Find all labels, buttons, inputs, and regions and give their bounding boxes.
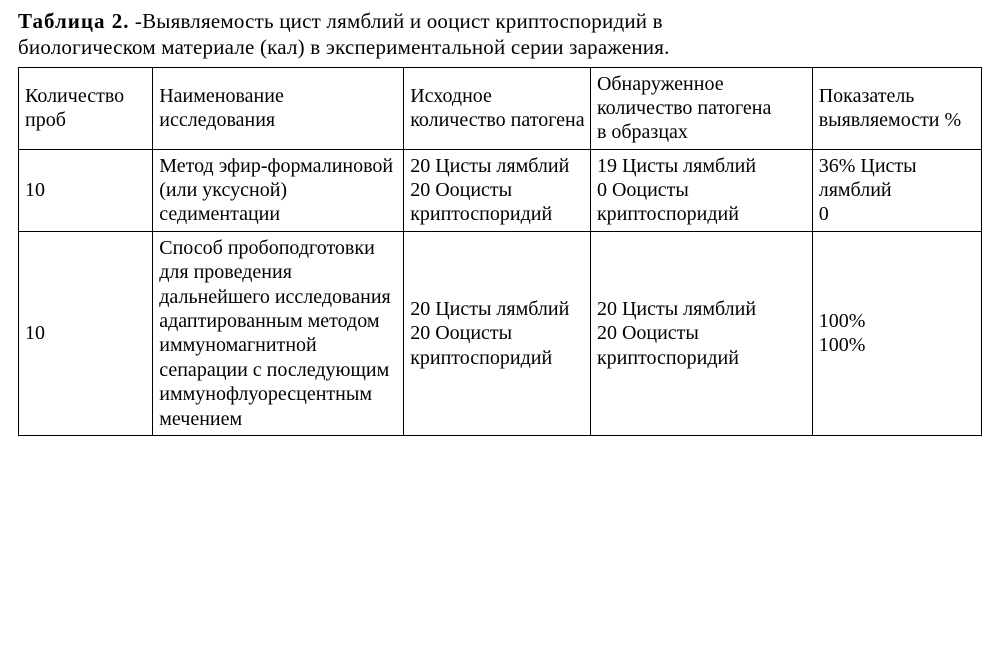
col-header-method: Наименование исследования (153, 67, 404, 149)
cell-samples: 10 (19, 149, 153, 231)
col-header-detected: Обнаруженное количество патогена в образ… (590, 67, 812, 149)
col-header-initial: Исходное количество патогена (404, 67, 591, 149)
col-header-samples: Количество проб (19, 67, 153, 149)
table-header-row: Количество проб Наименование исследовани… (19, 67, 982, 149)
table-caption-label: Таблица 2. (18, 9, 129, 33)
table-caption-line2: биологическом материале (кал) в эксперим… (18, 35, 670, 59)
cell-method: Способ пробоподготовки для проведения да… (153, 231, 404, 435)
cell-samples: 10 (19, 231, 153, 435)
table-caption: Таблица 2. -Выявляемость цист лямблий и … (18, 8, 981, 61)
cell-initial: 20 Цисты лямблий 20 Ооцисты криптоспорид… (404, 149, 591, 231)
cell-rate: 100% 100% (812, 231, 981, 435)
cell-rate: 36% Цисты лямблий 0 (812, 149, 981, 231)
table-caption-line1: -Выявляемость цист лямблий и ооцист крип… (129, 9, 662, 33)
col-header-rate: Показатель выявляемости % (812, 67, 981, 149)
cell-detected: 20 Цисты лямблий 20 Ооцисты криптоспорид… (590, 231, 812, 435)
table-row: 10 Способ пробоподготовки для проведения… (19, 231, 982, 435)
cell-detected: 19 Цисты лямблий 0 Ооцисты криптоспориди… (590, 149, 812, 231)
data-table: Количество проб Наименование исследовани… (18, 67, 982, 436)
cell-initial: 20 Цисты лямблий 20 Ооцисты криптоспорид… (404, 231, 591, 435)
table-row: 10 Метод эфир-формалиновой (или уксусной… (19, 149, 982, 231)
cell-method: Метод эфир-формалиновой (или уксусной) с… (153, 149, 404, 231)
